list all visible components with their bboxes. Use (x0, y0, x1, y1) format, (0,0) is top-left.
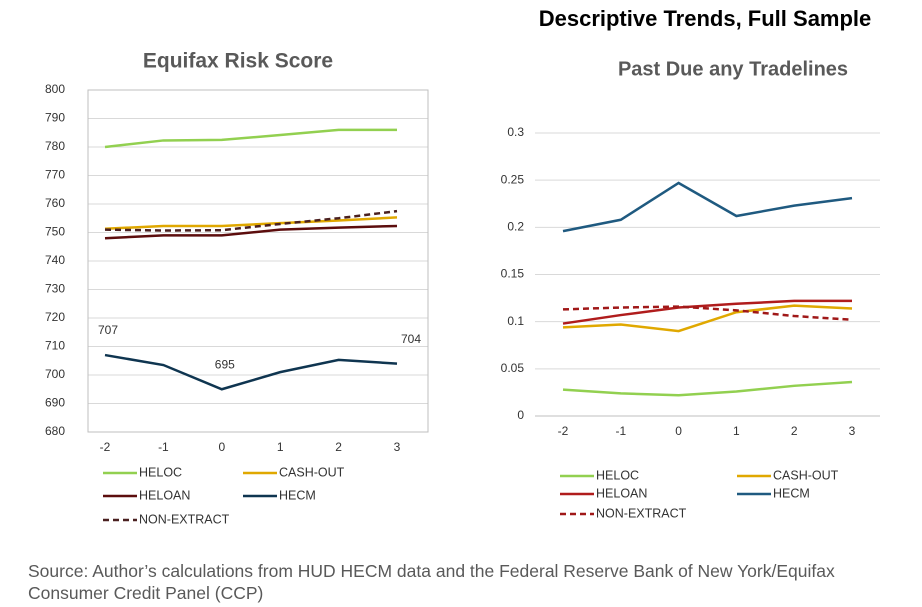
y-tick-label: 0.3 (507, 125, 524, 139)
source-note: Source: Author’s calculations from HUD H… (28, 561, 835, 603)
y-tick-label: 780 (45, 139, 65, 153)
x-tick-label: 1 (733, 424, 740, 438)
y-tick-label: 720 (45, 310, 65, 324)
data-label: 707 (98, 323, 118, 337)
x-tick-label: 3 (394, 440, 401, 454)
y-tick-label: 680 (45, 424, 65, 438)
chart-title: Past Due any Tradelines (618, 58, 848, 80)
plot-frame (87, 89, 429, 433)
y-tick-label: 0.1 (507, 314, 524, 328)
y-tick-label: 0.05 (501, 361, 525, 375)
y-tick-label: 740 (45, 253, 65, 267)
y-tick-label: 710 (45, 339, 65, 353)
x-tick-label: 0 (218, 440, 225, 454)
series-line (104, 353, 398, 391)
series-line (562, 380, 853, 397)
y-tick-label: 700 (45, 367, 65, 381)
legend-label: HECM (279, 488, 316, 502)
y-tick-label: 790 (45, 111, 65, 125)
y-tick-label: 0.2 (507, 220, 524, 234)
series-line (562, 305, 853, 322)
y-tick-label: 0.25 (501, 172, 525, 186)
series-line (104, 128, 397, 149)
x-tick-label: -1 (615, 424, 626, 438)
page-title: Descriptive Trends, Full Sample (539, 6, 872, 31)
y-tick-label: 800 (45, 82, 65, 96)
legend-label: CASH-OUT (773, 468, 839, 482)
legend-label: HELOC (139, 465, 182, 479)
legend-label: HECM (773, 486, 810, 500)
x-tick-label: -2 (100, 440, 111, 454)
y-tick-label: 730 (45, 282, 65, 296)
y-tick-label: 770 (45, 168, 65, 182)
x-tick-label: -1 (158, 440, 169, 454)
series-line (562, 299, 852, 325)
x-tick-label: -2 (558, 424, 569, 438)
series-line (562, 181, 853, 233)
series-line (104, 216, 398, 231)
series-line (104, 209, 398, 232)
x-tick-label: 0 (675, 424, 682, 438)
x-tick-label: 2 (791, 424, 798, 438)
x-tick-label: 3 (849, 424, 856, 438)
chart-title: Equifax Risk Score (143, 50, 333, 73)
legend-label: NON-EXTRACT (596, 506, 687, 520)
series-line (562, 304, 853, 333)
x-tick-label: 2 (335, 440, 342, 454)
legend-label: NON-EXTRACT (139, 512, 230, 526)
x-tick-label: 1 (277, 440, 284, 454)
data-label: 695 (215, 357, 235, 371)
y-tick-label: 690 (45, 396, 65, 410)
y-tick-label: 0 (517, 408, 524, 422)
y-tick-label: 760 (45, 196, 65, 210)
legend-label: HELOAN (596, 486, 647, 500)
series-line (104, 224, 398, 240)
data-label: 704 (401, 332, 421, 346)
legend-label: HELOAN (139, 488, 190, 502)
legend-label: CASH-OUT (279, 465, 345, 479)
legend-label: HELOC (596, 468, 639, 482)
y-tick-label: 0.15 (501, 267, 525, 281)
y-tick-label: 750 (45, 225, 65, 239)
